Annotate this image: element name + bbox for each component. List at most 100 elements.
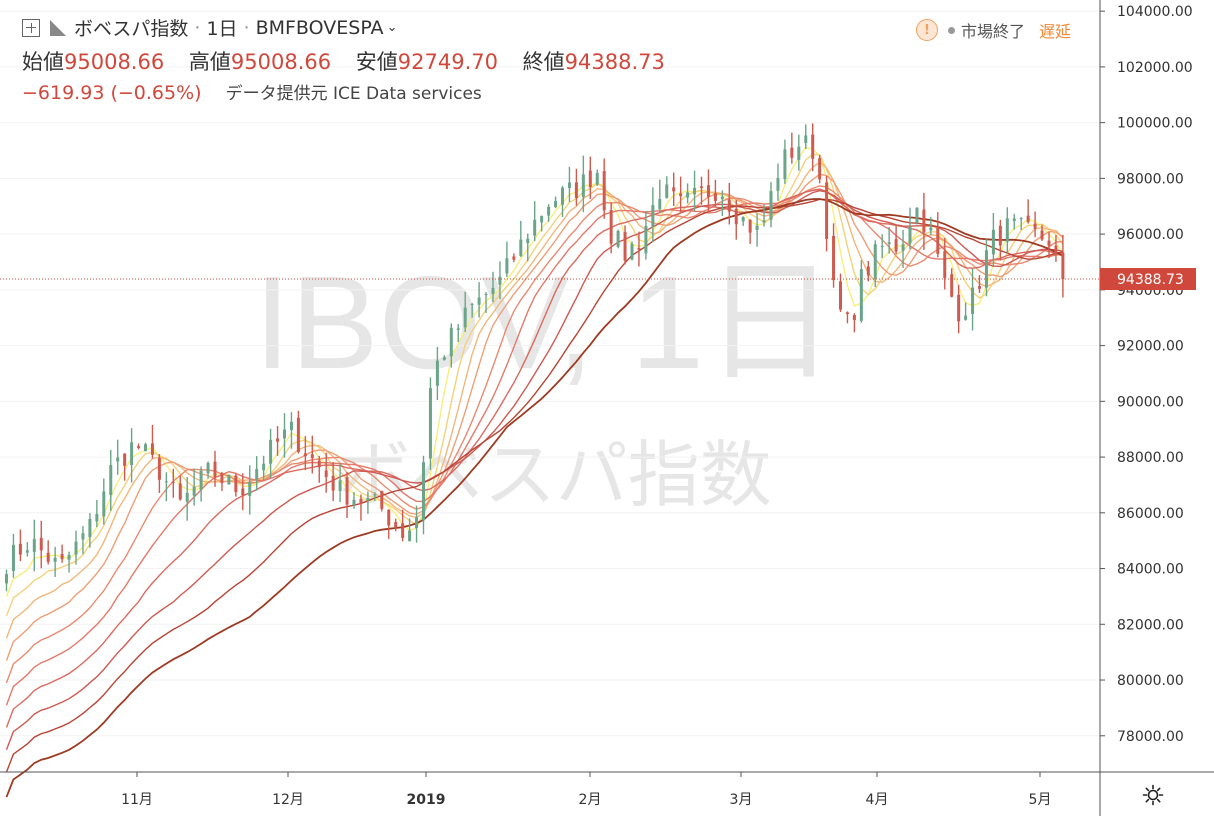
candle[interactable] (32, 519, 36, 572)
candle[interactable] (269, 428, 273, 478)
candle[interactable] (852, 313, 856, 333)
candle[interactable] (957, 284, 961, 334)
ticker[interactable]: BMFBOVESPA (255, 16, 384, 39)
candle[interactable] (206, 461, 210, 479)
candle[interactable] (651, 187, 655, 243)
symbol-name[interactable]: ボベスパ指数 (74, 18, 189, 40)
candle[interactable] (637, 231, 641, 267)
candle[interactable] (512, 253, 516, 263)
candle[interactable] (157, 453, 161, 493)
candle[interactable] (338, 463, 342, 503)
candle[interactable] (700, 176, 703, 205)
candle[interactable] (609, 202, 613, 254)
candle[interactable] (248, 465, 252, 515)
candle[interactable] (213, 450, 217, 487)
candle[interactable] (283, 413, 286, 458)
candle[interactable] (734, 199, 738, 240)
candle[interactable] (741, 216, 745, 226)
candle[interactable] (762, 204, 766, 227)
candle[interactable] (46, 540, 50, 565)
delay-label[interactable]: 遅延 (1039, 22, 1072, 41)
candle[interactable] (296, 410, 300, 454)
candle[interactable] (845, 311, 849, 324)
candle[interactable] (39, 520, 43, 569)
candle[interactable] (199, 466, 203, 502)
candle[interactable] (748, 219, 752, 244)
candle[interactable] (53, 546, 57, 577)
candle[interactable] (658, 179, 662, 214)
candle[interactable] (484, 291, 488, 313)
candle[interactable] (1012, 213, 1016, 230)
candle[interactable] (505, 241, 509, 278)
candle[interactable] (435, 346, 439, 401)
candle[interactable] (470, 302, 474, 318)
candle[interactable] (185, 477, 189, 521)
candle[interactable] (11, 533, 15, 578)
candle[interactable] (317, 455, 321, 483)
candle[interactable] (234, 473, 238, 497)
candle[interactable] (832, 223, 836, 288)
candle[interactable] (178, 475, 182, 501)
candle[interactable] (561, 185, 564, 217)
candle[interactable] (943, 237, 947, 290)
candle[interactable] (25, 542, 29, 557)
candle[interactable] (887, 226, 891, 254)
candle[interactable] (540, 215, 544, 232)
candle[interactable] (644, 210, 648, 260)
candle[interactable] (449, 323, 453, 368)
candle[interactable] (1040, 224, 1044, 241)
candle[interactable] (373, 492, 377, 501)
candle[interactable] (408, 518, 412, 542)
candle[interactable] (442, 355, 446, 361)
candle[interactable] (109, 449, 113, 512)
candle[interactable] (901, 229, 905, 269)
candle[interactable] (672, 172, 676, 207)
candle[interactable] (289, 412, 293, 449)
candle[interactable] (477, 282, 481, 318)
candle[interactable] (1005, 207, 1009, 254)
candle[interactable] (519, 220, 523, 257)
candle[interactable] (567, 166, 571, 203)
candle[interactable] (574, 168, 578, 206)
candle[interactable] (1054, 235, 1058, 262)
candle[interactable] (324, 452, 328, 493)
candle[interactable] (144, 442, 147, 452)
candle[interactable] (984, 239, 988, 297)
candle[interactable] (859, 260, 863, 323)
candle[interactable] (727, 182, 731, 225)
candle[interactable] (818, 155, 822, 184)
candle[interactable] (630, 241, 634, 261)
chevron-down-icon[interactable]: ⌄ (386, 20, 398, 35)
candle[interactable] (915, 207, 919, 225)
candle[interactable] (769, 182, 773, 228)
candle[interactable] (255, 456, 259, 491)
candle[interactable] (164, 472, 168, 502)
candle[interactable] (602, 158, 606, 219)
candle[interactable] (713, 179, 717, 207)
candle[interactable] (415, 505, 419, 543)
candle[interactable] (387, 509, 391, 539)
candle[interactable] (908, 207, 912, 250)
candle[interactable] (74, 530, 78, 565)
candle[interactable] (588, 156, 592, 199)
candle[interactable] (137, 443, 141, 450)
candle[interactable] (623, 225, 627, 265)
candle[interactable] (88, 513, 92, 548)
candle[interactable] (456, 324, 460, 343)
candle[interactable] (1047, 232, 1051, 259)
candle[interactable] (1061, 234, 1065, 298)
candle[interactable] (526, 233, 530, 262)
candle[interactable] (595, 169, 599, 186)
candle[interactable] (547, 204, 551, 222)
candle[interactable] (171, 468, 175, 498)
candle[interactable] (866, 261, 870, 282)
candle[interactable] (873, 240, 877, 288)
candle[interactable] (804, 124, 808, 150)
candle[interactable] (428, 377, 432, 470)
candle[interactable] (665, 176, 669, 199)
candle[interactable] (95, 500, 99, 528)
candle[interactable] (1033, 211, 1037, 238)
warning-icon[interactable]: ! (916, 19, 938, 41)
candle[interactable] (422, 455, 425, 535)
